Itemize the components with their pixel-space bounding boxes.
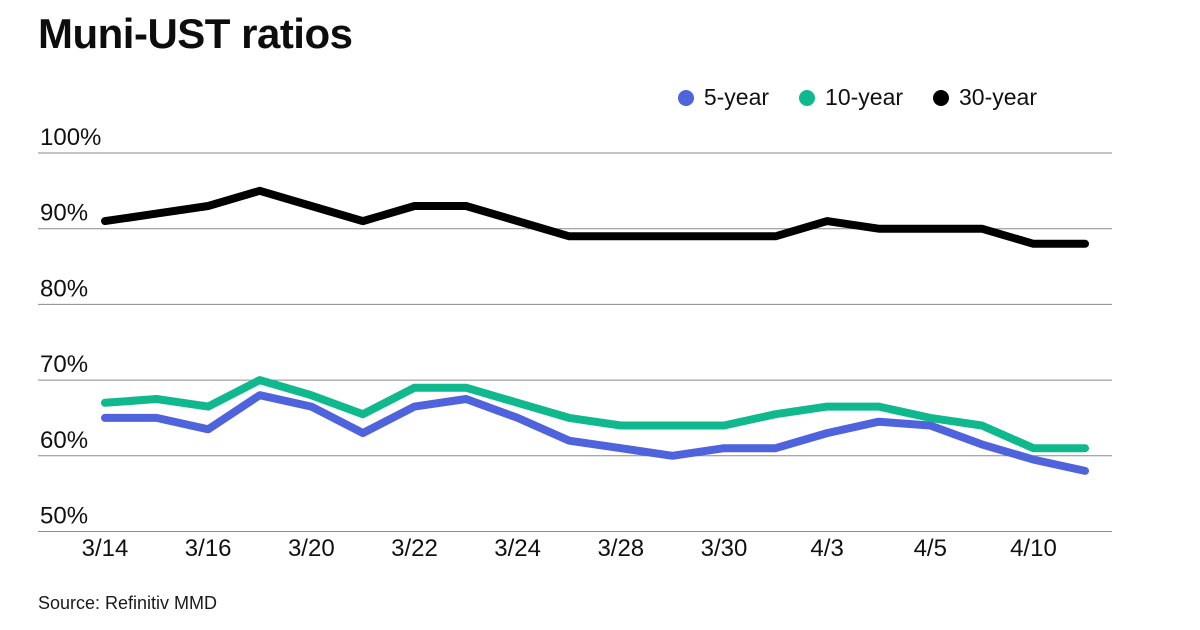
y-tick-label-60: 60%	[40, 427, 88, 454]
series-line-5-year	[101, 391, 1090, 475]
y-tick-label-80: 80%	[40, 275, 88, 302]
y-tick-label-50: 50%	[40, 503, 88, 530]
x-tick-label-3-16: 3/16	[185, 535, 232, 562]
legend-item-5-year: 5-year	[677, 84, 770, 111]
x-tick-label-3-24: 3/24	[494, 535, 541, 562]
y-tick-label-90: 90%	[40, 200, 88, 227]
legend-dot-30-year-icon	[933, 89, 950, 106]
y-tick-label-100: 100%	[40, 124, 101, 151]
series-line-30-year	[101, 186, 1090, 248]
legend-item-30-year: 30-year	[933, 84, 1037, 111]
chart-legend: 5-year 10-year 30-year	[677, 84, 1037, 111]
legend-label-5-year: 5-year	[703, 84, 770, 110]
chart-title: Muni-UST ratios	[38, 10, 353, 57]
source-note: Source: Refinitiv MMD	[38, 593, 218, 613]
x-tick-label-3-22: 3/22	[391, 535, 438, 562]
x-tick-label-4-5: 4/5	[914, 535, 947, 562]
y-tick-label-70: 70%	[40, 351, 88, 378]
x-tick-label-3-20: 3/20	[288, 535, 335, 562]
x-tick-label-4-10: 4/10	[1010, 535, 1057, 562]
x-tick-label-3-30: 3/30	[701, 535, 748, 562]
legend-label-10-year: 10-year	[825, 84, 904, 110]
legend-dot-5-year-icon	[677, 89, 694, 106]
series-line-10-year	[101, 376, 1090, 453]
x-tick-label-4-3: 4/3	[810, 535, 843, 562]
legend-label-30-year: 30-year	[959, 84, 1037, 110]
x-tick-label-3-28: 3/28	[597, 535, 644, 562]
x-tick-label-3-14: 3/14	[82, 535, 129, 562]
legend-item-10-year: 10-year	[799, 84, 903, 111]
legend-dot-10-year-icon	[799, 89, 816, 106]
